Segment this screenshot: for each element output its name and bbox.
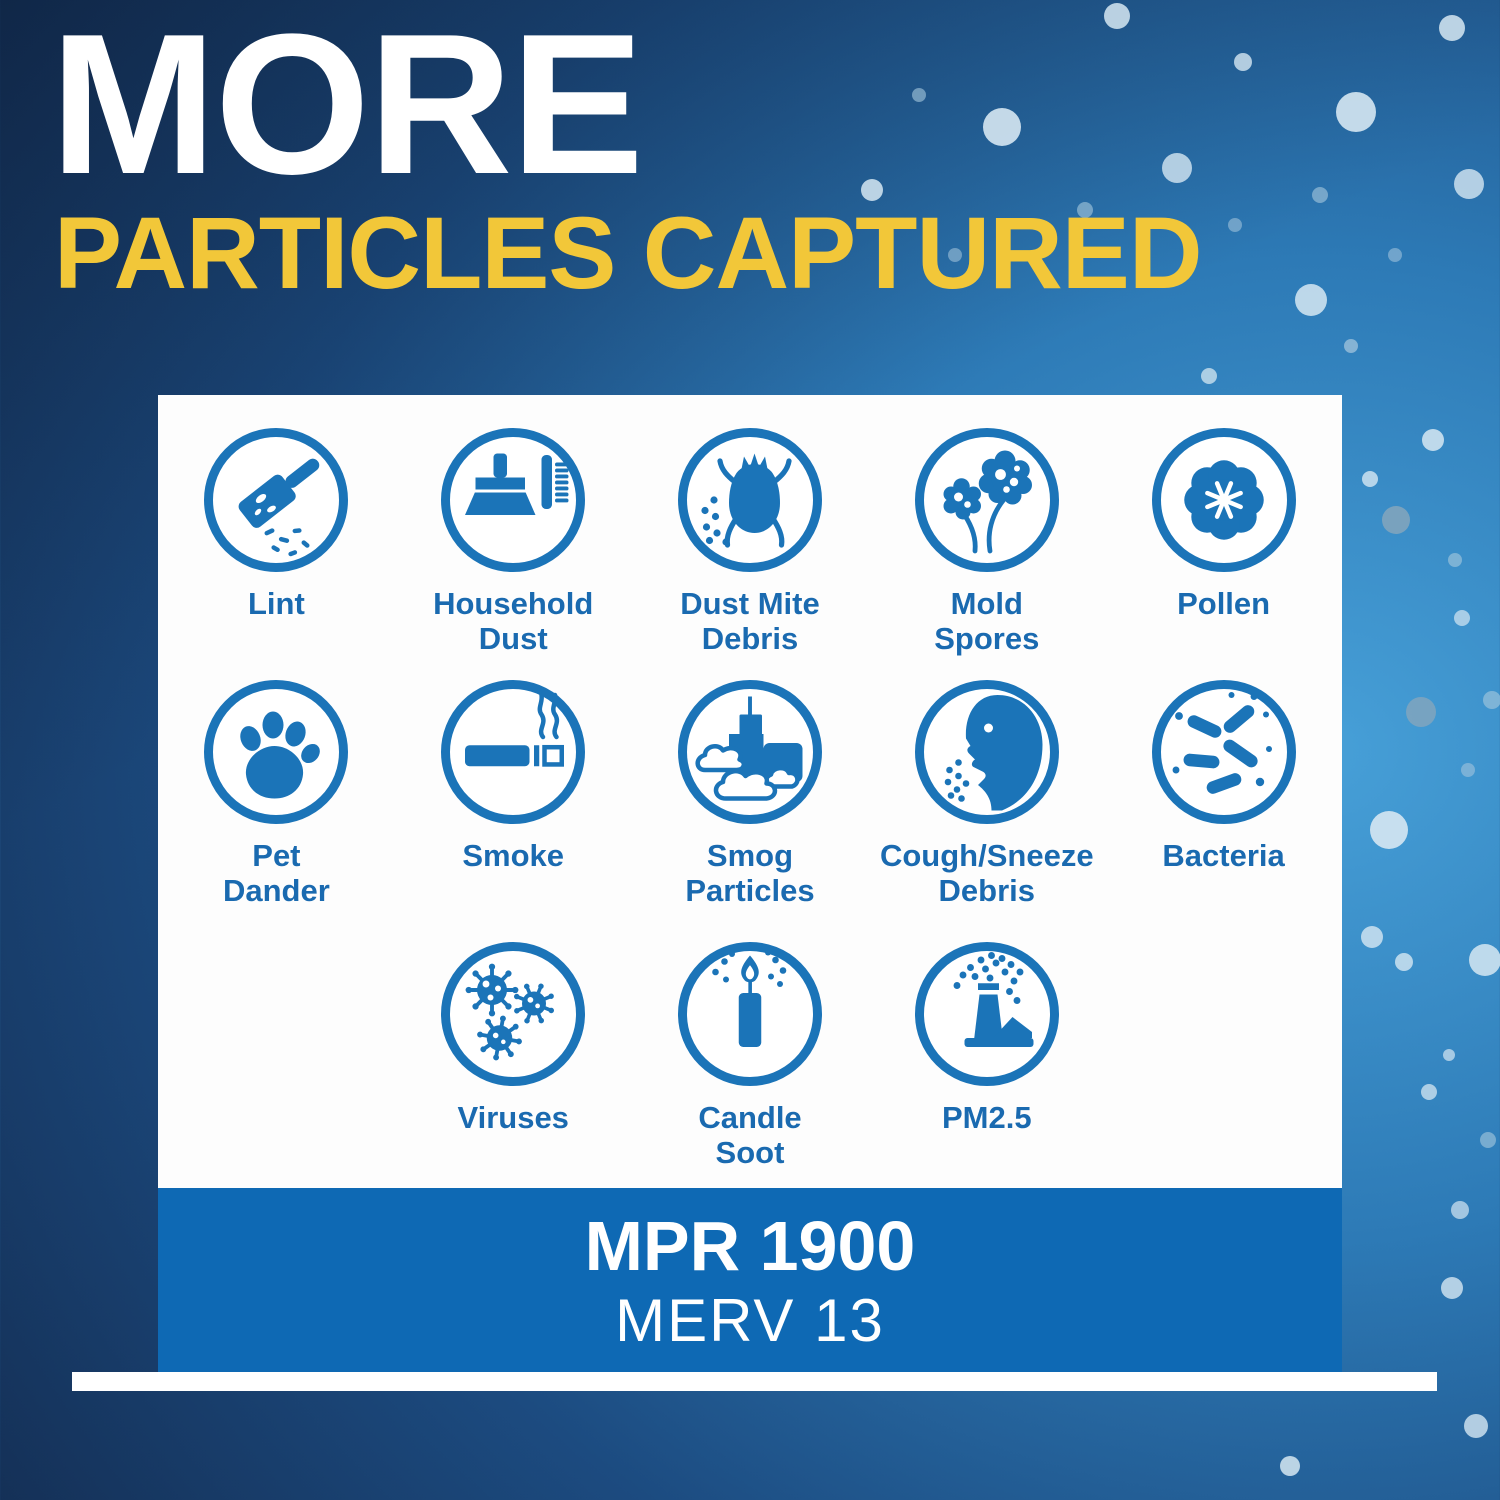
background-dot	[1362, 471, 1378, 487]
particle-item-dust-mite: Dust Mite Debris	[632, 425, 869, 677]
paw-print-icon	[204, 680, 349, 824]
particle-item-smog: Smog Particles	[632, 677, 869, 939]
particle-item-household-dust: Household Dust	[395, 425, 632, 677]
dust-mite-icon	[677, 428, 822, 572]
background-dot	[1228, 218, 1242, 232]
particle-label-pm25: PM2.5	[941, 1100, 1032, 1135]
background-dot	[1295, 284, 1327, 316]
background-dot	[1441, 1277, 1463, 1299]
particle-label-household-dust: Household Dust	[433, 586, 594, 656]
background-dot	[1421, 1084, 1437, 1100]
pollen-flower-icon	[1151, 428, 1296, 572]
background-dot	[1280, 1456, 1300, 1476]
particle-label-smog: Smog Particles	[685, 838, 815, 908]
sneezing-face-icon	[914, 680, 1059, 824]
background-dot	[1312, 187, 1328, 203]
viruses-icon	[441, 942, 586, 1086]
particle-item-candle-soot: Candle Soot	[632, 939, 869, 1170]
background-dot	[1162, 153, 1192, 183]
background-dot	[1480, 1132, 1496, 1148]
particle-item-pm25: PM2.5	[868, 939, 1105, 1170]
background-dot	[1370, 811, 1408, 849]
particle-label-pollen: Pollen	[1177, 586, 1271, 621]
lint-roller-icon	[204, 428, 349, 572]
particle-item-cough-sneeze: Cough/Sneeze Debris	[868, 677, 1105, 939]
smog-city-icon	[677, 680, 822, 824]
background-dot	[912, 88, 926, 102]
background-dot	[1382, 506, 1410, 534]
divider-line	[72, 1372, 1437, 1391]
particle-item-viruses: Viruses	[395, 939, 632, 1170]
icon-grid-row-1: Lint Household Dust	[158, 425, 1342, 677]
particle-label-bacteria: Bacteria	[1162, 838, 1285, 873]
particle-label-candle-soot: Candle Soot	[698, 1100, 802, 1170]
background-dot	[1454, 169, 1484, 199]
candle-icon	[677, 942, 822, 1086]
mold-spores-icon	[914, 428, 1059, 572]
background-dot	[983, 108, 1021, 146]
particle-item-mold-spores: Mold Spores	[868, 425, 1105, 677]
background-dot	[1361, 926, 1383, 948]
background-dot	[1395, 953, 1413, 971]
background-dot	[1406, 697, 1436, 727]
particle-item-smoke: Smoke	[395, 677, 632, 939]
particle-label-cough-sneeze: Cough/Sneeze Debris	[879, 838, 1094, 908]
particles-card: Lint Household Dust	[158, 395, 1342, 1188]
icon-grid-row-3: Viruses Candle Soot	[158, 939, 1342, 1170]
rating-band: MPR 1900 MERV 13	[158, 1188, 1342, 1373]
headline-particles-captured: PARTICLES CAPTURED	[54, 196, 1202, 310]
mpr-rating: MPR 1900	[584, 1206, 916, 1285]
background-dot	[1464, 1414, 1488, 1438]
cigarette-smoke-icon	[441, 680, 586, 824]
background-dot	[1454, 610, 1470, 626]
particle-item-pollen: Pollen	[1105, 425, 1342, 677]
particle-label-viruses: Viruses	[457, 1100, 569, 1135]
background-dot	[1483, 691, 1500, 709]
particle-label-smoke: Smoke	[462, 838, 565, 873]
background-dot	[1439, 15, 1465, 41]
background-dot	[1336, 92, 1376, 132]
background-dot	[1469, 944, 1500, 976]
background-dot	[1388, 248, 1402, 262]
background-dot	[1443, 1049, 1455, 1061]
headline-more: MORE	[50, 0, 644, 216]
background-dot	[1451, 1201, 1469, 1219]
background-dot	[1201, 368, 1217, 384]
background-dot	[1234, 53, 1252, 71]
particle-label-lint: Lint	[247, 586, 305, 621]
background-dot	[1104, 3, 1130, 29]
background-dot	[1422, 429, 1444, 451]
bacteria-icon	[1151, 680, 1296, 824]
particle-item-bacteria: Bacteria	[1105, 677, 1342, 939]
background-dot	[1344, 339, 1358, 353]
particle-item-pet-dander: Pet Dander	[158, 677, 395, 939]
merv-rating: MERV 13	[615, 1286, 885, 1354]
particle-label-dust-mite: Dust Mite Debris	[680, 586, 820, 656]
background-dot	[1461, 763, 1475, 777]
background-dot	[1448, 553, 1462, 567]
dustpan-brush-icon	[441, 428, 586, 572]
particle-item-lint: Lint	[158, 425, 395, 677]
particle-label-mold-spores: Mold Spores	[934, 586, 1040, 656]
smokestack-pm25-icon	[914, 942, 1059, 1086]
particle-label-pet-dander: Pet Dander	[222, 838, 330, 908]
icon-grid-row-2: Pet Dander Smoke	[158, 677, 1342, 939]
